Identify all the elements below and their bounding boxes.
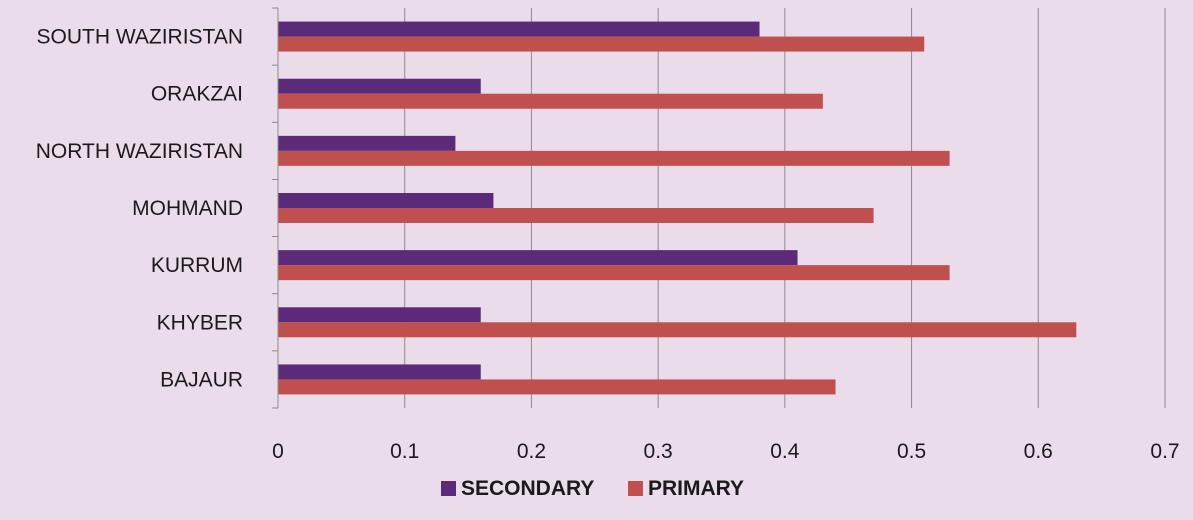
- bar-primary: [278, 379, 836, 395]
- bar-secondary: [278, 135, 456, 151]
- category-label: KHYBER: [157, 311, 243, 334]
- bar-secondary: [278, 193, 494, 208]
- bars: [278, 21, 1077, 395]
- x-tick-label: 0.5: [897, 440, 926, 463]
- bar-secondary: [278, 307, 481, 323]
- x-tick-label: 0: [272, 440, 284, 463]
- axes: [272, 7, 279, 409]
- category-label: ORAKZAI: [151, 83, 243, 106]
- tick-labels: 0 0.1 0.2 0.3 0.4 0.5 0.6 0.7: [272, 440, 1179, 463]
- legend-label-primary: PRIMARY: [648, 477, 744, 500]
- x-tick-label: 0.1: [390, 440, 419, 463]
- legend-label-secondary: SECONDARY: [461, 477, 594, 500]
- bar-primary: [278, 208, 874, 223]
- x-tick-label: 0.7: [1150, 440, 1179, 463]
- x-tick-label: 0.2: [517, 440, 546, 463]
- bar-secondary: [278, 364, 481, 380]
- bar-primary: [278, 265, 950, 281]
- bar-secondary: [278, 78, 481, 94]
- category-labels: SOUTH WAZIRISTAN ORAKZAI NORTH WAZIRISTAN M…: [36, 26, 243, 392]
- category-label: NORTH WAZIRISTAN: [36, 140, 243, 163]
- category-label: BAJAUR: [160, 368, 243, 391]
- category-label: KURRUM: [151, 254, 243, 277]
- bar-secondary: [278, 21, 760, 37]
- category-label: SOUTH WAZIRISTAN: [37, 26, 244, 49]
- legend: SECONDARY PRIMARY: [441, 477, 744, 500]
- legend-swatch-secondary: [441, 481, 456, 496]
- x-tick-label: 0.4: [770, 440, 800, 463]
- bar-secondary: [278, 250, 798, 266]
- category-label: MOHMAND: [132, 197, 243, 220]
- legend-swatch-primary: [628, 481, 643, 496]
- bar-primary: [278, 36, 925, 52]
- bar-primary: [278, 150, 950, 166]
- x-tick-label: 0.6: [1024, 440, 1053, 463]
- bar-primary: [278, 93, 823, 109]
- x-tick-label: 0.3: [644, 440, 673, 463]
- bar-primary: [278, 322, 1077, 338]
